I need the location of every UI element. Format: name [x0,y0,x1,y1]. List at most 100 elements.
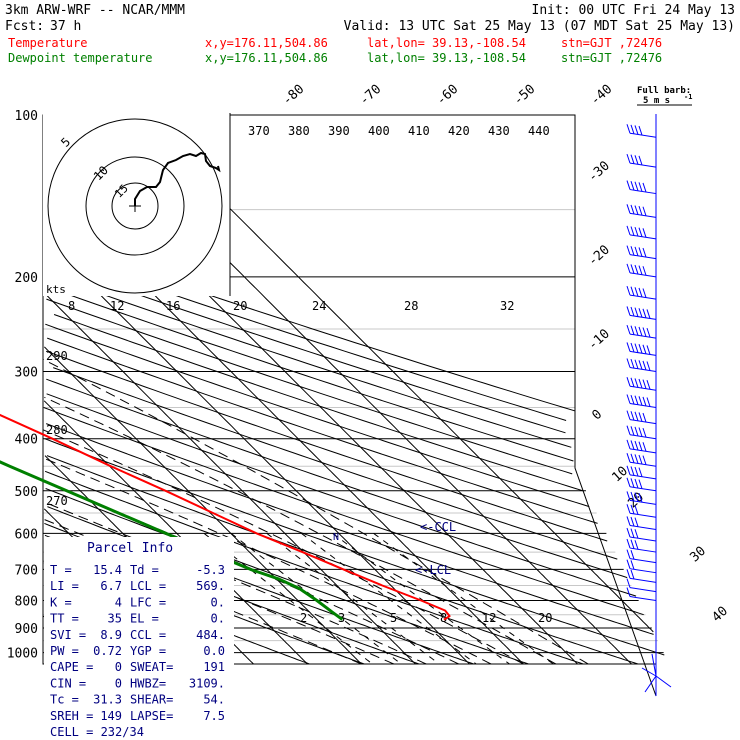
isotherm-right-label: -30 [585,158,612,185]
wind-barb-flag [626,245,631,255]
wind-barb-flag [634,326,639,336]
wind-barb-shaft [629,272,657,278]
wind-barb-flag [642,455,647,465]
wind-barb [626,225,657,240]
speed-tick-12: 12 [110,299,124,313]
wind-barb-shaft [629,547,657,553]
hodograph-speed-axis: kts 8 12 16 20 24 28 32 [46,283,514,313]
wind-barb-flag [642,360,647,371]
mixing-ratio-line [332,532,510,665]
wind-barb-shaft [629,350,657,356]
dry-adiabat [45,323,590,508]
wind-barb-flag [634,359,639,369]
wind-barb-shaft [629,403,657,409]
parcel-row-value-2: 0. [211,595,225,609]
wind-barb [626,569,657,583]
legend-dewpoint-location: x,y=176.11,504.86 [205,51,328,65]
wind-barb-flag [642,344,647,354]
wind-barb-flag [634,395,639,405]
wind-barb-flag [642,266,647,276]
wind-barb-flag [642,308,647,318]
pressure-label-700: 700 [15,563,38,578]
wind-barb [626,538,657,553]
wind-barb-flag [630,154,635,164]
pressure-label-1000: 1000 [7,647,38,662]
wind-barb-shaft [629,568,657,574]
wind-barb-flag [638,441,643,451]
pressure-label-500: 500 [15,485,38,500]
parcel-row-value-2: -5.3 [196,563,225,577]
hodograph-ring-10 [85,156,185,256]
wind-barb-flag [626,263,631,274]
wind-barb-shaft [629,499,657,505]
isotherm-right-label: 40 [709,604,731,626]
wind-barb [626,263,657,278]
wind-barb-shaft [629,419,657,425]
wind-barb-flag [626,285,631,296]
dry-adiabat [46,393,637,597]
wind-barb-flag [634,426,639,437]
wind-barb-flag [642,247,647,258]
parcel-row-value: 0 [115,660,122,674]
wind-barb [626,124,657,138]
wind-barb-flag [626,124,631,134]
wind-barb-flag [634,517,639,527]
wind-barb-flag [634,505,639,515]
wind-barb-flag [638,479,643,489]
wind-barb-flag [626,587,631,597]
parcel-row-value: 6.7 [100,579,122,593]
wind-barb-flag [634,155,639,165]
hodograph-inset: 5 10 15 [43,113,231,296]
wind-barb [626,425,657,440]
wind-barb-flag [626,516,631,526]
isotherm-line [44,293,416,665]
wind-barb-flag [642,327,647,337]
wind-barb [626,439,657,454]
dry-adiabat [53,314,584,492]
wind-barb-flag [630,528,635,538]
wind-barb-flag [646,380,651,390]
wind-barb-flag [638,308,643,318]
wind-barb-flag [630,453,635,463]
model-title: 3km ARW-WRF -- NCAR/MMM [5,3,185,18]
wind-barb-flag [626,342,631,352]
isentrope-top-label: 400 [368,124,390,138]
wind-barb-flag [634,343,639,353]
ccl-marker: <-CCL [420,520,456,534]
wind-barb-flag [638,182,643,192]
wind-barb-flag [634,478,639,489]
wind-barb-flag [630,264,635,274]
wind-barb-flag [634,540,639,550]
isotherm-line [44,346,362,665]
wind-barb-flag [626,377,631,387]
legend-dewpoint-station: stn=GJT ,72476 [561,51,662,65]
isentrope-top-label: 370 [248,124,270,138]
wind-barb-flag [630,411,635,421]
wind-barb-flag [626,465,631,475]
wind-barb-flag [630,286,635,296]
wind-barb [626,504,657,518]
wind-barb-flag [634,454,639,464]
parcel-row-label: LI = [50,579,79,593]
legend-temperature-station: stn=GJT ,72476 [561,36,662,50]
wind-barb-shaft [629,577,657,583]
pressure-label-300: 300 [15,366,38,381]
wind-barb [626,358,657,373]
wind-barb-flag [630,569,635,580]
wind-barbs [626,114,657,696]
wind-barb-flag [626,559,631,569]
surface-barb-shaft [655,675,672,688]
parcel-row-value-2: 54. [203,693,225,707]
wind-barb-flag [642,412,647,423]
dewpoint-trace [0,460,344,621]
wind-barb-flag [626,578,631,588]
parcel-row-value: 149 [100,709,122,723]
isotherm-line [136,114,654,633]
wind-barb-flag [638,205,643,216]
pressure-label-900: 900 [15,622,38,637]
surface-barb-tick3 [644,675,657,693]
isotherm-top-label: -50 [511,82,538,109]
wind-barb-flag [626,491,631,501]
